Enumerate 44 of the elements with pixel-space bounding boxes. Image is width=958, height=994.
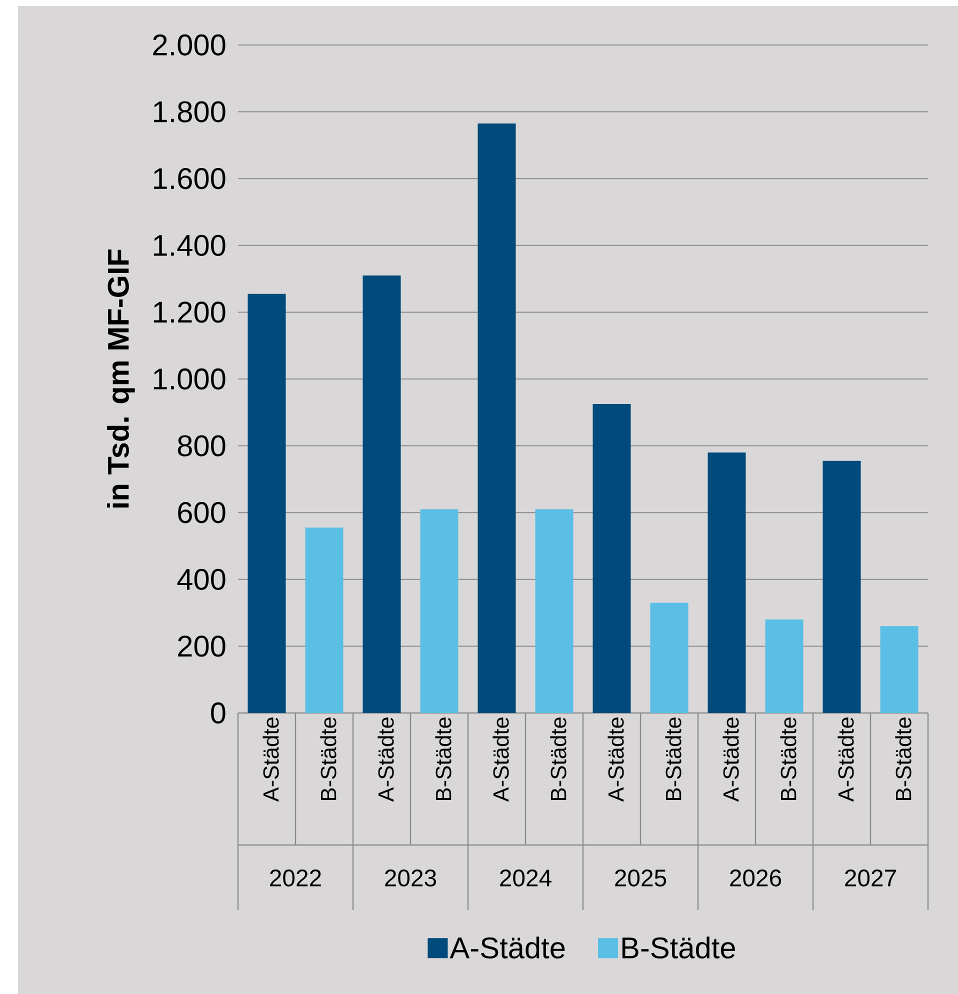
x-tick-label: A-Städte: [722, 718, 739, 802]
y-tick-label: 600: [178, 502, 226, 524]
y-tick-label: 200: [178, 636, 226, 657]
y-tick-label: 1.200: [154, 302, 226, 323]
bar: [708, 452, 746, 714]
bar: [362, 275, 401, 714]
text: 2026: [730, 870, 782, 886]
y-axis-title: in Tsd. qm MF-GIF: [106, 250, 135, 508]
y-tick-label: 2.000: [153, 34, 226, 56]
bar: [765, 619, 804, 714]
legend-label: A-Städte: [450, 936, 565, 959]
x-tick-label: B-Städte: [665, 718, 682, 800]
y-tick-label: 0: [211, 702, 226, 724]
text: 2022: [270, 870, 321, 886]
x-tick-label: B-Städte: [320, 718, 336, 800]
bar: [880, 626, 918, 714]
y-tick-label: 400: [177, 568, 226, 590]
x-tick-label: B-Städte: [895, 718, 912, 800]
y-tick-label: 1.800: [154, 101, 226, 122]
x-tick-label: A-Städte: [378, 718, 394, 802]
y-tick-label: 1.600: [154, 168, 226, 190]
x-tick-label: A-Städte: [608, 718, 624, 802]
x-tick-label: A-Städte: [262, 718, 279, 802]
bar: [248, 294, 286, 714]
text: 2025: [615, 870, 666, 886]
x-tick-label: B-Städte: [435, 718, 452, 800]
bar: [650, 602, 688, 714]
text: 2023: [385, 870, 436, 886]
text: 2024: [500, 870, 552, 886]
y-tick-label: 1.000: [154, 368, 226, 390]
legend-label: B-Städte: [622, 936, 735, 959]
bar: [822, 460, 861, 714]
x-tick-label: B-Städte: [550, 718, 566, 800]
y-tick-label: 800: [178, 435, 226, 456]
x-tick-label: A-Städte: [838, 718, 854, 802]
x-tick-label: A-Städte: [492, 718, 509, 802]
x-tick-label: B-Städte: [780, 718, 796, 800]
y-tick-label: 1.400: [154, 234, 226, 256]
bar: [592, 404, 631, 714]
text: 2027: [845, 870, 896, 886]
bar: [305, 528, 344, 714]
bar: [478, 123, 516, 714]
bar: [420, 509, 458, 714]
bar: [535, 509, 574, 714]
